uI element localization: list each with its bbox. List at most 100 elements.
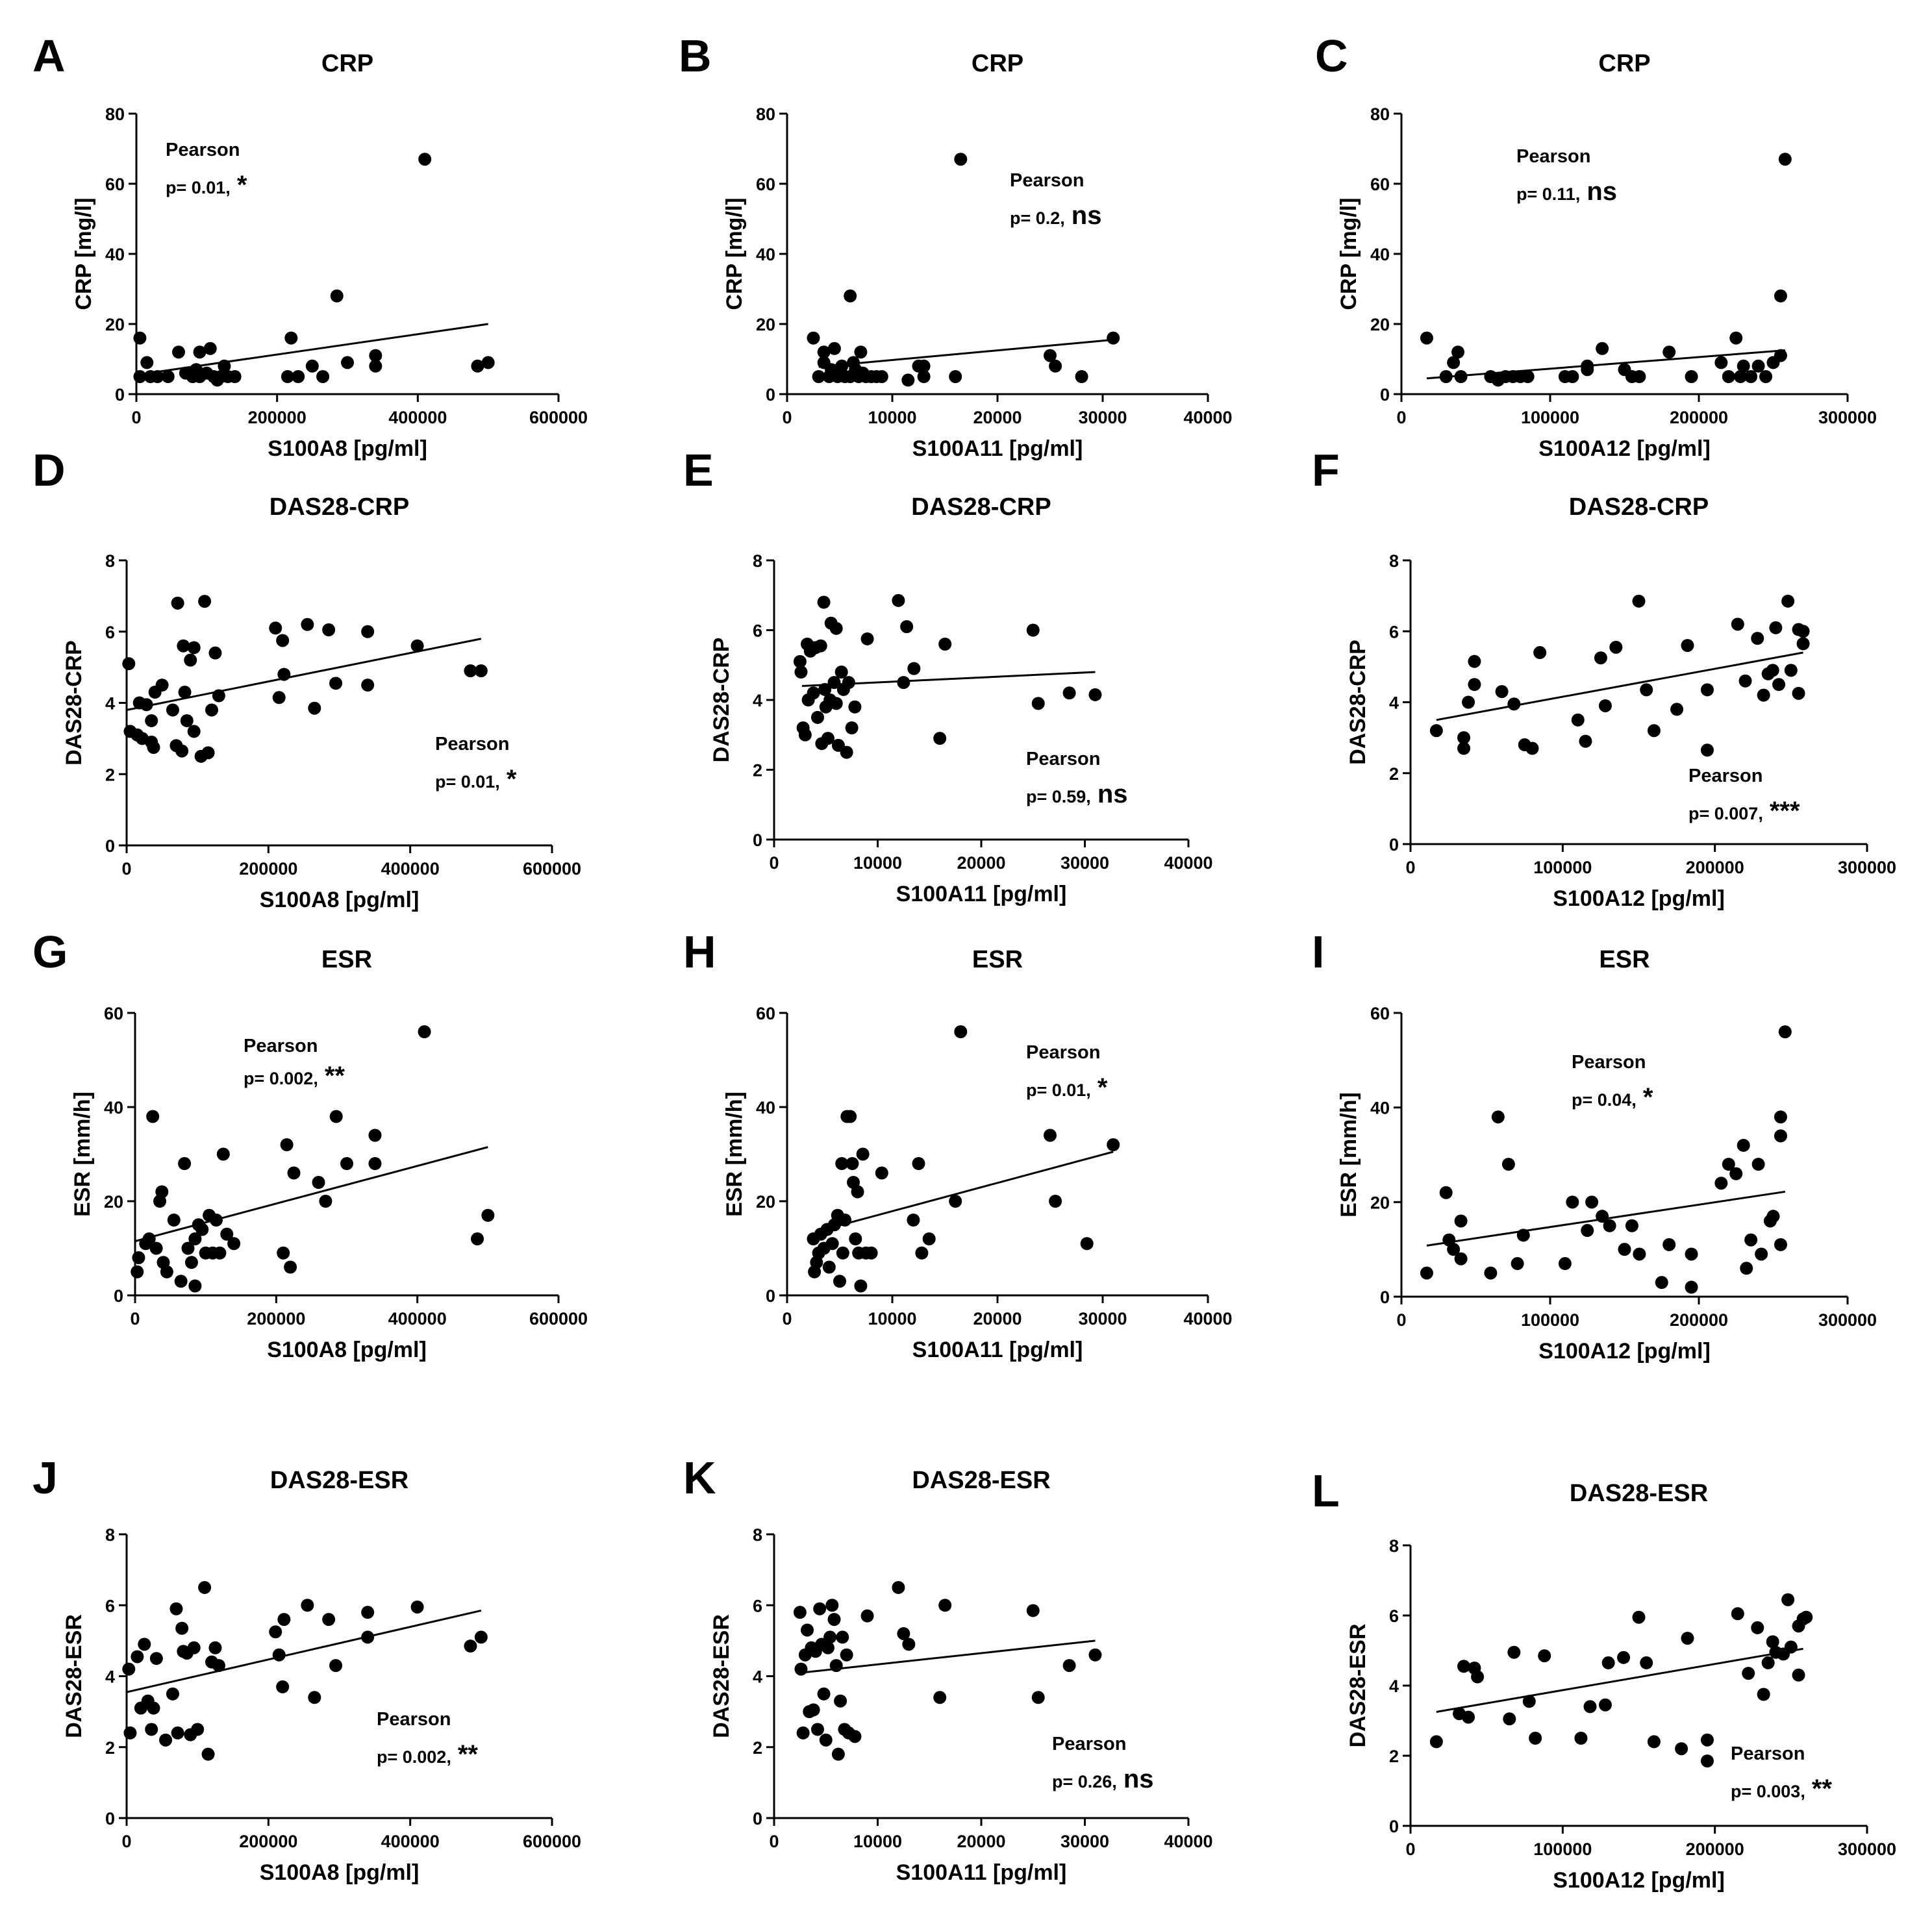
- x-tick-label: 10000: [868, 408, 916, 427]
- data-point: [319, 1195, 332, 1208]
- data-point: [1744, 1233, 1758, 1247]
- data-point: [1503, 1712, 1516, 1726]
- chart-title: ESR: [972, 946, 1023, 973]
- chart-panel-a: A CRP 0 20 40 60 80 0 200000 400000 600000 S100A8 […: [32, 31, 588, 461]
- data-point: [1571, 713, 1585, 727]
- data-point: [410, 639, 424, 653]
- data-point: [195, 1223, 209, 1236]
- x-tick-label: 300000: [1838, 858, 1896, 877]
- data-point: [361, 679, 375, 692]
- x-tick-label: 0: [769, 853, 779, 873]
- p-value-label: p= 0.01, *: [435, 765, 517, 793]
- data-point: [860, 632, 874, 645]
- x-tick-label: 0: [130, 1309, 140, 1328]
- y-tick-label: 60: [105, 175, 125, 194]
- data-point: [140, 698, 153, 712]
- y-tick-label: 8: [1389, 551, 1399, 571]
- panel-letter: B: [679, 31, 712, 81]
- chart-panel-c: C CRP 0 20 40 60 80 0 100000 200000 300000 S100A12 …: [1315, 31, 1877, 461]
- data-point: [1596, 1210, 1609, 1223]
- data-point: [1632, 594, 1646, 608]
- data-point: [322, 623, 336, 637]
- data-point: [1420, 331, 1433, 345]
- data-point: [822, 1260, 836, 1274]
- data-point: [193, 345, 207, 359]
- x-tick-label: 300000: [1818, 408, 1877, 427]
- data-point: [1618, 1243, 1631, 1256]
- data-point: [845, 721, 859, 734]
- x-axis-title: S100A8 [pg/ml]: [260, 1860, 420, 1885]
- data-point: [801, 1623, 814, 1637]
- pearson-label: Pearson: [1572, 1052, 1646, 1073]
- data-point: [1439, 370, 1453, 383]
- y-tick-label: 6: [753, 621, 762, 641]
- data-point: [793, 655, 807, 668]
- data-point: [1700, 1733, 1714, 1747]
- chart-panel-j: J DAS28-ESR 0 2 4 6 8 0 200000 400000 600000 S100A8…: [32, 1452, 581, 1885]
- data-point: [1468, 655, 1481, 668]
- data-point: [1751, 632, 1764, 645]
- data-point: [481, 1208, 495, 1222]
- y-tick-label: 8: [753, 551, 762, 571]
- y-tick-label: 60: [104, 1004, 123, 1023]
- data-point: [149, 1652, 163, 1665]
- y-axis-title: DAS28-CRP: [709, 638, 734, 763]
- x-axis-title: S100A8 [pg/ml]: [267, 1338, 427, 1362]
- data-point: [147, 1701, 160, 1715]
- data-point: [1581, 1224, 1594, 1238]
- data-point: [1598, 699, 1612, 712]
- panel-letter: H: [683, 927, 716, 977]
- data-point: [1516, 1228, 1530, 1242]
- data-point: [922, 1232, 936, 1245]
- pearson-label: Pearson: [1052, 1734, 1126, 1754]
- data-point: [829, 697, 843, 710]
- x-tick-label: 30000: [1060, 853, 1109, 873]
- x-axis-title: S100A12 [pg/ml]: [1553, 886, 1725, 911]
- data-point: [1784, 1640, 1798, 1654]
- data-point: [151, 370, 164, 383]
- p-value-label: p= 0.01, *: [1026, 1073, 1108, 1102]
- data-point: [1062, 1659, 1076, 1673]
- chart-panel-l: L DAS28-ESR 0 2 4 6 8 0 100000 200000 300000 S100A1…: [1312, 1465, 1896, 1893]
- chart-title: CRP: [972, 50, 1023, 77]
- data-point: [1044, 349, 1057, 362]
- data-point: [471, 1232, 484, 1245]
- chart-title: DAS28-CRP: [911, 493, 1051, 521]
- y-tick-label: 4: [753, 1667, 762, 1687]
- y-tick-label: 8: [105, 551, 115, 571]
- y-axis-title: ESR [mm/h]: [1336, 1092, 1361, 1217]
- x-tick-label: 200000: [239, 1832, 297, 1851]
- x-axis-title: S100A12 [pg/ml]: [1538, 436, 1711, 461]
- data-point: [1759, 370, 1773, 383]
- data-point: [1729, 1167, 1743, 1180]
- chart-title: ESR: [1599, 946, 1650, 973]
- data-point: [329, 1110, 343, 1123]
- x-tick-label: 200000: [248, 408, 307, 427]
- data-point: [180, 714, 194, 727]
- data-point: [844, 1110, 857, 1123]
- data-point: [938, 1599, 952, 1612]
- data-point: [1538, 1649, 1551, 1663]
- x-tick-label: 200000: [1686, 1839, 1744, 1859]
- data-point: [123, 1726, 137, 1739]
- data-point: [1558, 1257, 1572, 1271]
- y-tick-label: 0: [105, 1809, 115, 1828]
- x-tick-label: 30000: [1078, 408, 1127, 427]
- pearson-label: Pearson: [166, 140, 240, 160]
- y-tick-label: 6: [105, 1596, 115, 1615]
- y-axis-title: DAS28-CRP: [1346, 640, 1370, 765]
- x-axis-title: S100A12 [pg/ml]: [1538, 1339, 1711, 1364]
- x-tick-label: 0: [131, 408, 141, 427]
- data-point: [329, 677, 343, 690]
- data-point: [1722, 370, 1735, 383]
- y-axis-title: ESR [mm/h]: [70, 1091, 95, 1217]
- data-point: [149, 1241, 163, 1255]
- data-point: [1451, 345, 1465, 359]
- data-point: [897, 676, 910, 690]
- data-point: [1507, 697, 1521, 711]
- p-value-text: p= 0.01,: [435, 772, 500, 792]
- data-point: [277, 1246, 290, 1260]
- data-point: [188, 1232, 202, 1245]
- data-point: [1700, 1754, 1714, 1768]
- data-point: [823, 1630, 837, 1644]
